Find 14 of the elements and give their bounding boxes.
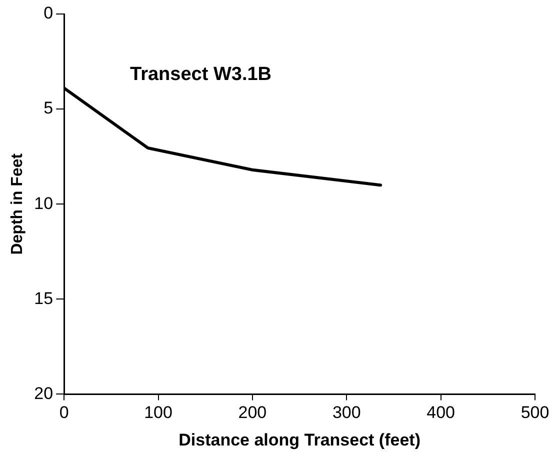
y-axis-title: Depth in Feet <box>9 152 26 255</box>
y-tick-label: 10 <box>34 194 54 213</box>
x-tick-label: 300 <box>332 403 361 422</box>
x-tick-label: 0 <box>59 403 69 422</box>
x-tick-label: 500 <box>520 403 550 422</box>
x-tick-label: 200 <box>238 403 267 422</box>
y-tick-label: 20 <box>34 384 54 403</box>
y-tick-label: 0 <box>44 4 54 23</box>
x-tick-label: 400 <box>426 403 456 422</box>
x-tick-label: 100 <box>144 403 172 422</box>
y-tick-label: 15 <box>34 288 54 308</box>
y-tick-label: 5 <box>44 98 54 118</box>
text: Transect W3.1B <box>130 64 272 86</box>
x-axis-title: Distance along Transect (feet) <box>178 430 420 450</box>
